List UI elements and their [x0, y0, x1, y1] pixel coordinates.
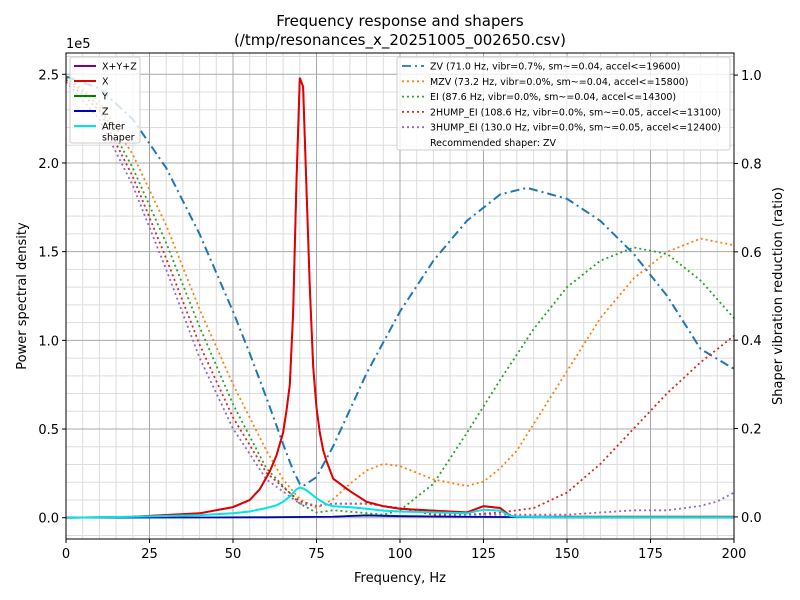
y-right-tick-label: 0.4: [741, 334, 762, 349]
psd-series-group: [65, 77, 735, 519]
y-tick-label: 1.0: [38, 334, 59, 349]
psd-legend-label: X+Y+Z: [102, 62, 137, 73]
axis-ticks: 0 25 50 75 100 125 150 175 200 0.0 0.5 1.0 1.5 2.0 2.5…: [38, 68, 761, 562]
y-tick-label: 1.5: [38, 246, 59, 261]
shaper-legend: ZV (71.0 Hz, vibr=0.7%, sm~=0.04, accel<…: [396, 56, 731, 151]
y-right-tick-label: 0.8: [741, 157, 762, 172]
psd-legend-label-line: Y: [101, 92, 108, 103]
shaper-legend-label: EI (87.6 Hz, vibr=0.0%, sm~=0.04, accel<…: [430, 92, 676, 103]
psd-legend-label: Y: [101, 92, 108, 103]
shaper-line-ei: [65, 76, 735, 516]
x-tick-label: 25: [141, 547, 158, 562]
shaper-line-zv: [65, 75, 735, 488]
x-tick-label: 175: [638, 547, 663, 562]
y-right-tick-label: 0.6: [741, 246, 762, 261]
x-tick-label: 100: [388, 547, 413, 562]
shaper-legend-label: 3HUMP_EI (130.0 Hz, vibr=0.0%, sm~=0.05,…: [430, 123, 721, 134]
psd-legend-label: X: [102, 77, 109, 88]
psd-legend-box: [69, 56, 141, 144]
y-right-tick-label: 0.2: [741, 423, 762, 438]
x-tick-label: 200: [722, 547, 747, 562]
psd-legend-label-line: shaper: [102, 133, 135, 144]
chart-title: Frequency response and shapers: [276, 12, 524, 30]
shaper-line-mzv: [65, 76, 735, 510]
x-tick-label: 150: [555, 547, 580, 562]
shaper-legend-label: 2HUMP_EI (108.6 Hz, vibr=0.0%, sm~=0.05,…: [430, 107, 721, 118]
y-tick-label: 2.0: [38, 157, 59, 172]
y-right-tick-label: 1.0: [741, 69, 762, 84]
x-tick-label: 50: [225, 547, 242, 562]
psd-legend-label-line: X+Y+Z: [102, 62, 137, 73]
psd-legend-label: After shaper: [102, 122, 135, 144]
psd-legend-label-line: X: [102, 77, 109, 88]
recommended-shaper-note: Recommended shaper: ZV: [430, 138, 556, 149]
psd-legend-label: Z: [102, 107, 109, 118]
shaper-line-2hump-ei: [65, 78, 735, 516]
psd-legend-label-line: Z: [102, 107, 109, 118]
psd-line-x: [65, 77, 734, 519]
x-tick-label: 0: [62, 547, 70, 562]
shaper-legend-label: MZV (73.2 Hz, vibr=0.0%, sm~=0.04, accel…: [430, 77, 689, 88]
psd-legend: X+Y+Z XYZ After shaper: [69, 56, 141, 144]
shaper-legend-label: ZV (71.0 Hz, vibr=0.7%, sm~=0.04, accel<…: [430, 62, 680, 73]
x-tick-label: 75: [308, 547, 325, 562]
y-axis-scale-label: 1e5: [66, 37, 91, 52]
x-axis-label: Frequency, Hz: [354, 571, 446, 586]
psd-line-after-shaper: [65, 486, 734, 519]
y-tick-label: 0.0: [38, 512, 59, 527]
chart-subtitle: (/tmp/resonances_x_20251005_002650.csv): [234, 31, 566, 50]
y-tick-label: 0.5: [38, 423, 59, 438]
y-axis-right-label: Shaper vibration reduction (ratio): [771, 187, 786, 405]
y-tick-label: 2.5: [38, 68, 59, 83]
psd-legend-label-line: After: [102, 122, 125, 133]
y-right-tick-label: 0.0: [741, 511, 762, 526]
y-axis-label: Power spectral density: [15, 222, 30, 370]
x-tick-label: 125: [471, 547, 496, 562]
shaper-legend-box: [396, 56, 731, 151]
